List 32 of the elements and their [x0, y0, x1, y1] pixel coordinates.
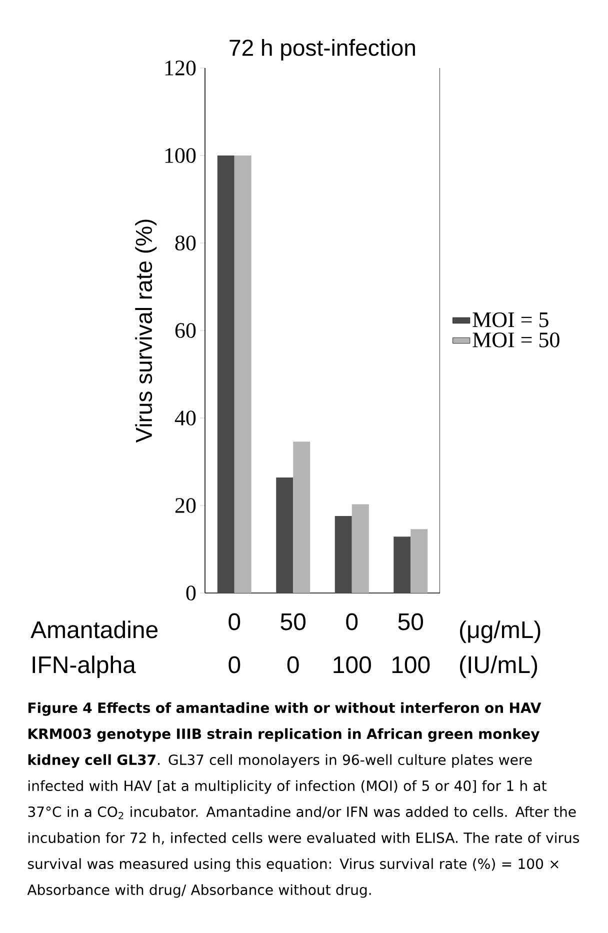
y-axis-title: Virus survival rate (%)	[135, 220, 157, 443]
x-tick-label: 50	[398, 613, 424, 630]
text: Amantadine	[30, 620, 158, 638]
x-tick-label: 0	[346, 613, 358, 630]
x-tick-label: 50	[280, 613, 306, 630]
bar	[394, 536, 411, 594]
y-tick-label: 100	[165, 148, 196, 163]
text: (μg/mL)	[460, 620, 540, 643]
y-tick-label: 80	[175, 236, 196, 250]
bar	[334, 516, 352, 594]
y-tick-label: 0	[186, 586, 196, 600]
text: Figure 4 Effects of amantadine with or without interferon on HAV KRM003 genotype IIIB strain replication in African green monkey kidney cell GL37. GL37 cell monolayers in 96-well culture plates were infected with HAV [at a multiplicity of infection (MOI) of 5 or 40] for 1 h at 37°C in a CO$_{2}$ incubator. Amantadine and/or IFN was added to cells. After the incubation for 72 h, infected cells were evaluated with ELISA. The rate of virus survival was measured using this equation: Virus survival rate (%) = 100 × Absorbance with drug/ Absorbance without drug.	[27, 702, 580, 898]
y-tick-label: 60	[175, 323, 196, 338]
bar	[276, 478, 294, 594]
text: 0	[228, 656, 240, 674]
legend-label: MOI = 50	[472, 332, 560, 348]
x-tick-label: 0	[228, 613, 240, 630]
bar	[352, 504, 369, 594]
text: IFN-alpha	[32, 656, 136, 678]
text: 100	[392, 656, 430, 674]
y-tick-label: 40	[174, 410, 196, 426]
bar	[293, 442, 310, 594]
y-tick-label: 20	[175, 498, 196, 513]
chart-title: 72 h post-infection	[230, 39, 415, 60]
text: 100	[334, 656, 371, 674]
legend-label: MOI = 5	[472, 312, 548, 328]
y-tick-label: 120	[165, 60, 196, 76]
text: 0	[287, 656, 299, 674]
bar	[234, 156, 252, 594]
bar	[217, 156, 234, 594]
text: (IU/mL)	[460, 656, 538, 678]
bar	[410, 529, 428, 594]
